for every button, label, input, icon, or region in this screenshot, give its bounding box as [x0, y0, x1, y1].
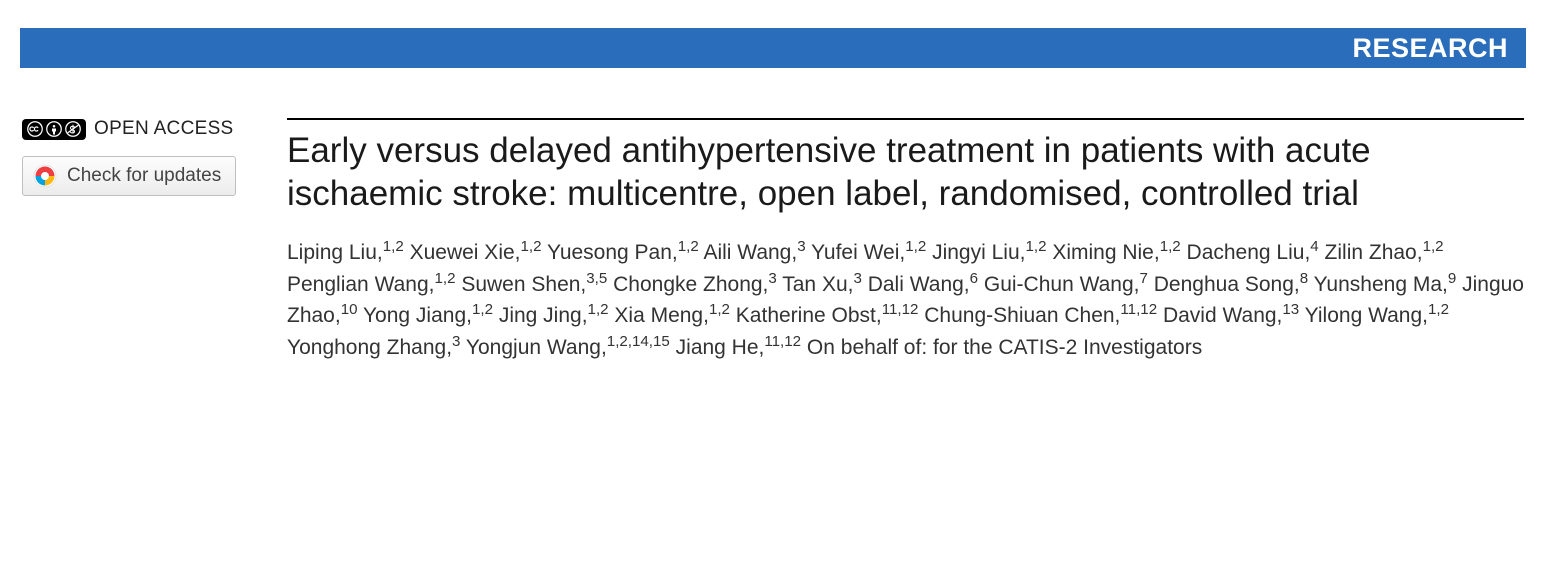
- nc-icon: [65, 121, 81, 137]
- cc-license-badge: [22, 119, 86, 140]
- article-title: Early versus delayed antihypertensive tr…: [287, 130, 1524, 215]
- author-list: Liping Liu,1,2 Xuewei Xie,1,2 Yuesong Pa…: [287, 237, 1524, 363]
- by-icon: [46, 121, 62, 137]
- open-access-row: OPEN ACCESS: [22, 118, 257, 140]
- open-access-label: OPEN ACCESS: [94, 118, 234, 140]
- section-banner: RESEARCH: [20, 28, 1526, 68]
- article-main: Early versus delayed antihypertensive tr…: [287, 118, 1524, 363]
- section-banner-label: RESEARCH: [1352, 33, 1508, 64]
- crossmark-icon: [33, 164, 57, 188]
- check-for-updates-label: Check for updates: [67, 165, 221, 187]
- sidebar: OPEN ACCESS Check for updates: [22, 118, 287, 363]
- check-for-updates-button[interactable]: Check for updates: [22, 156, 236, 196]
- cc-icon: [27, 121, 43, 137]
- content-row: OPEN ACCESS Check for updates Early vers…: [22, 118, 1524, 363]
